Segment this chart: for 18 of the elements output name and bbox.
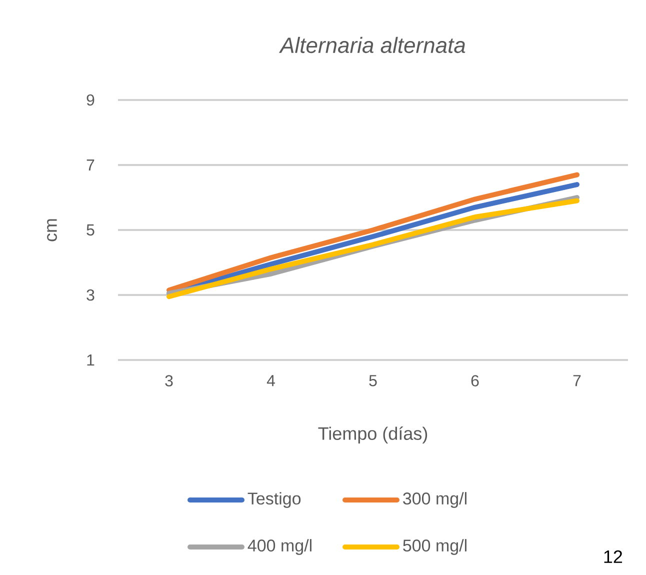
y-tick-label: 1 [87,354,94,366]
x-axis-title: Tiempo (días) [318,426,428,444]
x-tick-label: 7 [573,375,581,386]
y-tick-label: 7 [86,160,94,171]
y-axis-title: cm [47,219,57,242]
legend-label: 500 mg/l [403,539,466,555]
y-tick-label: 5 [86,224,94,236]
y-tick-label: 3 [86,289,94,301]
y-tick-label: 9 [86,94,94,106]
legend-label: 300 mg/l [403,492,466,508]
x-tick-label: 5 [369,375,377,386]
x-tick-label: 4 [266,375,275,386]
chart-title: Alternaria alternata [278,36,466,54]
x-tick-label: 3 [165,375,173,386]
text: 12 [604,550,622,563]
legend-label: Testigo [248,492,301,508]
legend-label: 400 mg/l [248,539,312,555]
x-tick-label: 6 [471,375,479,386]
